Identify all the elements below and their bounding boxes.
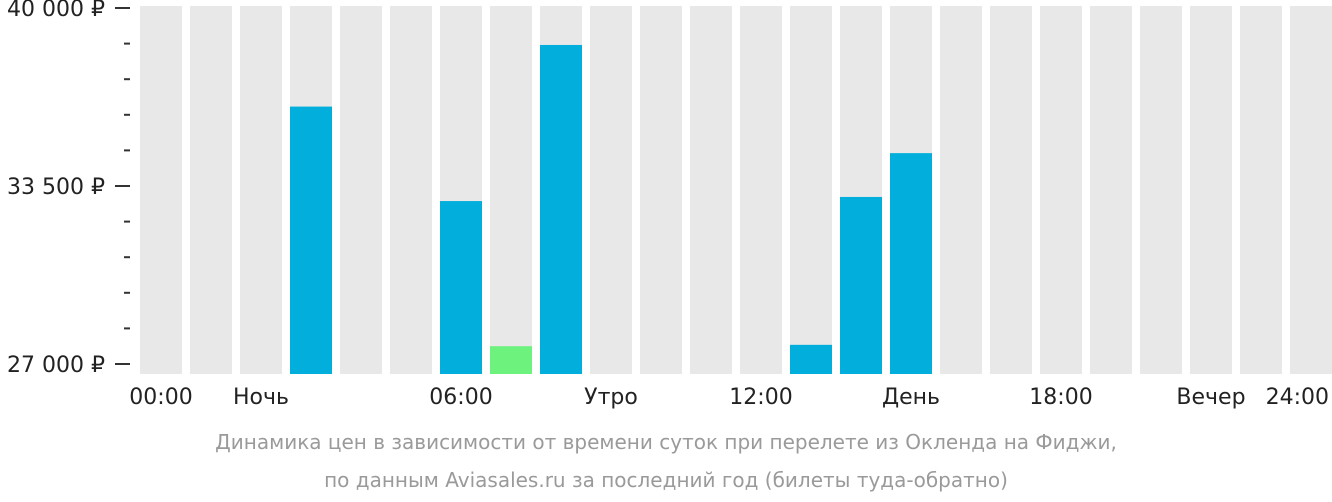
bars xyxy=(290,44,932,374)
bar-15:00[interactable] xyxy=(890,153,932,374)
slot-bg-11:00 xyxy=(690,6,732,374)
bar-03:00[interactable] xyxy=(290,106,332,374)
x-label: День xyxy=(882,385,940,410)
bar-06:00[interactable] xyxy=(440,201,482,374)
slot-bg-04:00 xyxy=(340,6,382,374)
bar-08:00[interactable] xyxy=(540,44,582,374)
y-axis: 40 000 ₽ 33 500 ₽ 27 000 ₽ xyxy=(7,0,130,378)
slot-bg-09:00 xyxy=(590,6,632,374)
slot-bg-17:00 xyxy=(990,6,1032,374)
slot-bg-21:00 xyxy=(1190,6,1232,374)
y-tick-label: 33 500 ₽ xyxy=(7,175,105,200)
slot-bg-13:00 xyxy=(790,6,832,374)
slot-bg-20:00 xyxy=(1140,6,1182,374)
x-label: Вечер xyxy=(1176,385,1245,410)
x-label: 24:00 xyxy=(1266,385,1329,410)
slot-bg-16:00 xyxy=(940,6,982,374)
x-label: 00:00 xyxy=(129,385,192,410)
slot-bg-05:00 xyxy=(390,6,432,374)
x-label: 06:00 xyxy=(429,385,492,410)
x-label: Ночь xyxy=(233,385,289,410)
bar-14:00[interactable] xyxy=(840,196,882,374)
y-tick-label: 27 000 ₽ xyxy=(7,353,105,378)
x-label: Утро xyxy=(584,385,638,410)
x-label: 18:00 xyxy=(1029,385,1092,410)
slot-bg-18:00 xyxy=(1040,6,1082,374)
slot-bg-02:00 xyxy=(240,6,282,374)
bar-13:00[interactable] xyxy=(790,344,832,374)
slot-bg-10:00 xyxy=(640,6,682,374)
chart-caption-line-1: Динамика цен в зависимости от времени су… xyxy=(215,430,1117,454)
x-label: 12:00 xyxy=(729,385,792,410)
slot-bg-19:00 xyxy=(1090,6,1132,374)
slot-bg-22:00 xyxy=(1240,6,1282,374)
bar-07:00[interactable] xyxy=(490,346,532,374)
slot-bg-00:00 xyxy=(140,6,182,374)
slot-bg-01:00 xyxy=(190,6,232,374)
slot-bg-07:00 xyxy=(490,6,532,374)
y-tick-label: 40 000 ₽ xyxy=(7,0,105,22)
x-axis: 00:00 Ночь 06:00 Утро 12:00 День 18:00 Вечер 24:… xyxy=(129,385,1329,410)
slot-bg-12:00 xyxy=(740,6,782,374)
chart-caption-line-2: по данным Aviasales.ru за последний год … xyxy=(324,468,1008,492)
slot-bg-23:00 xyxy=(1290,6,1332,374)
